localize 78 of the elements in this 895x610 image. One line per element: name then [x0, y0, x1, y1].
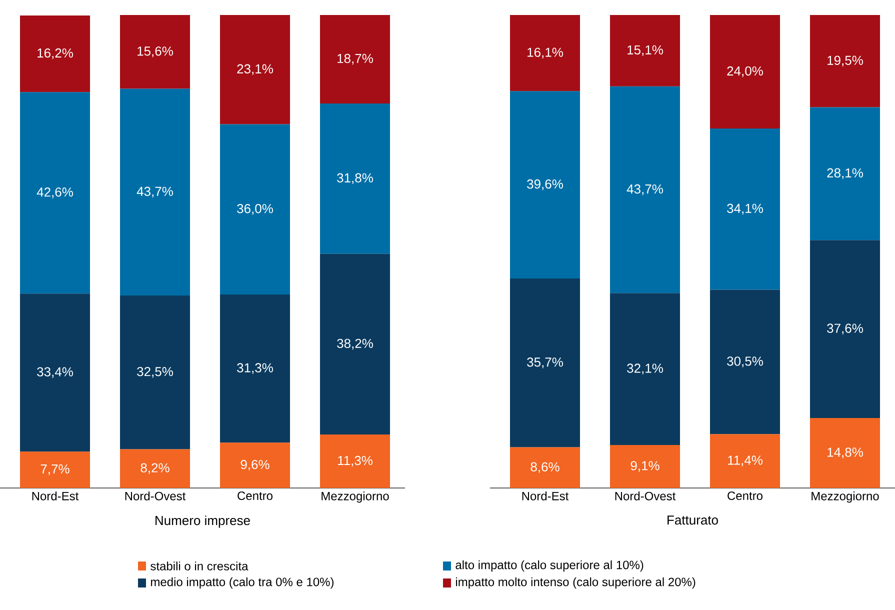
- data-label: 19,5%: [828, 56, 863, 66]
- data-label: 18,7%: [338, 54, 373, 65]
- bar: [710, 434, 780, 488]
- x-tick-label: Nord-Est: [32, 492, 79, 500]
- bar: [320, 14, 390, 104]
- bar: [810, 240, 880, 418]
- bar: [220, 124, 290, 295]
- data-label: 42,6%: [36, 187, 73, 198]
- bar: [320, 254, 390, 435]
- data-label: 31,3%: [237, 363, 273, 374]
- bar: [810, 107, 880, 240]
- x-tick-label: Centro: [238, 492, 272, 500]
- bar: [510, 278, 580, 448]
- bar: [710, 14, 780, 129]
- bar: [510, 14, 580, 92]
- bar: [120, 449, 190, 488]
- legend-label: alto impatto (calo superiore al 10%): [456, 560, 644, 572]
- x-tick-label: Nord-Ovest: [615, 492, 676, 500]
- data-label: 33,4%: [37, 367, 73, 378]
- data-label: 43,7%: [626, 184, 663, 196]
- data-label: 16,1%: [528, 48, 563, 58]
- bar: [20, 294, 90, 452]
- legend-label: impatto molto intenso (calo superiore al 20%): [456, 577, 696, 589]
- x-axis-title: Fatturato: [668, 516, 718, 525]
- bar: [120, 88, 190, 296]
- data-label: 9,1%: [630, 461, 660, 472]
- data-label: 31,8%: [337, 173, 373, 184]
- x-axis-title: Numero imprese: [156, 516, 250, 528]
- bar: [120, 295, 190, 450]
- x-tick-label: Centro: [728, 492, 762, 500]
- bar: [610, 14, 680, 86]
- bar: [610, 293, 680, 445]
- data-label: 15,1%: [628, 45, 663, 56]
- data-label: 38,2%: [337, 338, 373, 350]
- data-label: 15,6%: [138, 46, 173, 58]
- data-label: 32,1%: [627, 364, 663, 374]
- data-label: 24,0%: [727, 66, 763, 78]
- data-label: 32,5%: [137, 366, 173, 378]
- bar: [320, 434, 390, 488]
- bar: [610, 86, 680, 294]
- data-label: 7,7%: [40, 464, 70, 476]
- data-label: 39,6%: [527, 179, 563, 190]
- bar: [220, 442, 290, 488]
- legend-label: medio impatto (calo tra 0% e 10%): [151, 577, 334, 589]
- bar: [510, 447, 580, 488]
- bar: [220, 14, 290, 124]
- bar: [320, 103, 390, 254]
- data-label: 23,1%: [237, 64, 273, 75]
- data-label: 8,2%: [140, 463, 170, 474]
- data-label: 37,6%: [827, 324, 863, 334]
- bar: [220, 294, 290, 443]
- data-label: 11,3%: [338, 456, 372, 467]
- bar: [20, 452, 90, 488]
- bar: [710, 128, 780, 290]
- bar: [120, 14, 190, 89]
- x-tick-label: Nord-Ovest: [125, 492, 186, 500]
- bar: [510, 91, 580, 278]
- data-label: 28,1%: [827, 168, 863, 180]
- bar: [20, 15, 90, 92]
- bar: [20, 92, 90, 294]
- data-label: 43,7%: [136, 186, 173, 198]
- data-label: 30,5%: [727, 356, 763, 368]
- bar: [710, 290, 780, 434]
- data-label: 14,8%: [828, 448, 863, 458]
- data-label: 34,1%: [727, 204, 763, 215]
- data-label: 9,6%: [240, 460, 270, 471]
- bar: [810, 14, 880, 108]
- data-label: 16,2%: [38, 48, 73, 60]
- x-tick-label: Nord-Est: [522, 492, 569, 500]
- data-label: 8,6%: [530, 462, 560, 474]
- x-tick-label: Mezzogiorno: [322, 492, 389, 503]
- bar: [610, 444, 680, 488]
- legend-label: stabili o in crescita: [150, 562, 248, 570]
- data-label: 11,4%: [728, 456, 762, 466]
- data-label: 35,7%: [527, 358, 563, 368]
- data-label: 36,0%: [237, 204, 273, 215]
- bar: [810, 418, 880, 488]
- x-tick-label: Mezzogiorno: [812, 492, 879, 503]
